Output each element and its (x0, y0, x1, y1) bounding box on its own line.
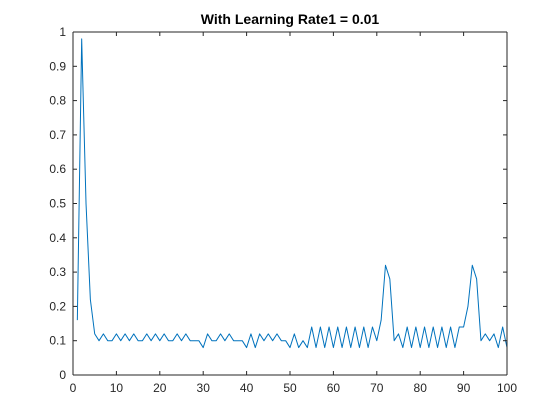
x-tick-label: 0 (70, 381, 77, 395)
y-tick-label: 1 (59, 25, 66, 39)
x-tick-label: 90 (457, 381, 471, 395)
series-layer (76, 38, 508, 349)
y-tick-label: 0.6 (49, 162, 66, 176)
y-tick-label: 0.3 (49, 265, 66, 279)
axes-layer: 0 10 20 30 40 50 60 70 80 90 100 0 0.1 0.2 0.3 0.4 0.5 0.… (49, 25, 517, 395)
y-tick-label: 0.1 (49, 334, 66, 348)
x-tick-label: 20 (153, 381, 167, 395)
y-tick-label: 0 (59, 368, 66, 382)
x-tick-label: 70 (370, 381, 384, 395)
y-tick-label: 0.4 (49, 231, 66, 245)
x-tick-label: 30 (197, 381, 211, 395)
series-line-1 (76, 38, 508, 349)
y-tick-label: 0.7 (49, 128, 66, 142)
x-tick-label: 60 (327, 381, 341, 395)
x-tick-label: 10 (110, 381, 124, 395)
y-tick-label: 0.9 (49, 59, 66, 73)
y-tick-label: 0.5 (49, 197, 66, 211)
y-tick-label: 0.2 (49, 299, 66, 313)
x-tick-label: 80 (414, 381, 428, 395)
plot-area (73, 32, 507, 375)
x-tick-label: 40 (240, 381, 254, 395)
chart-title: With Learning Rate1 = 0.01 (201, 11, 380, 27)
x-tick-label: 50 (283, 381, 297, 395)
x-tick-label: 100 (497, 381, 517, 395)
y-tick-label: 0.8 (49, 94, 66, 108)
